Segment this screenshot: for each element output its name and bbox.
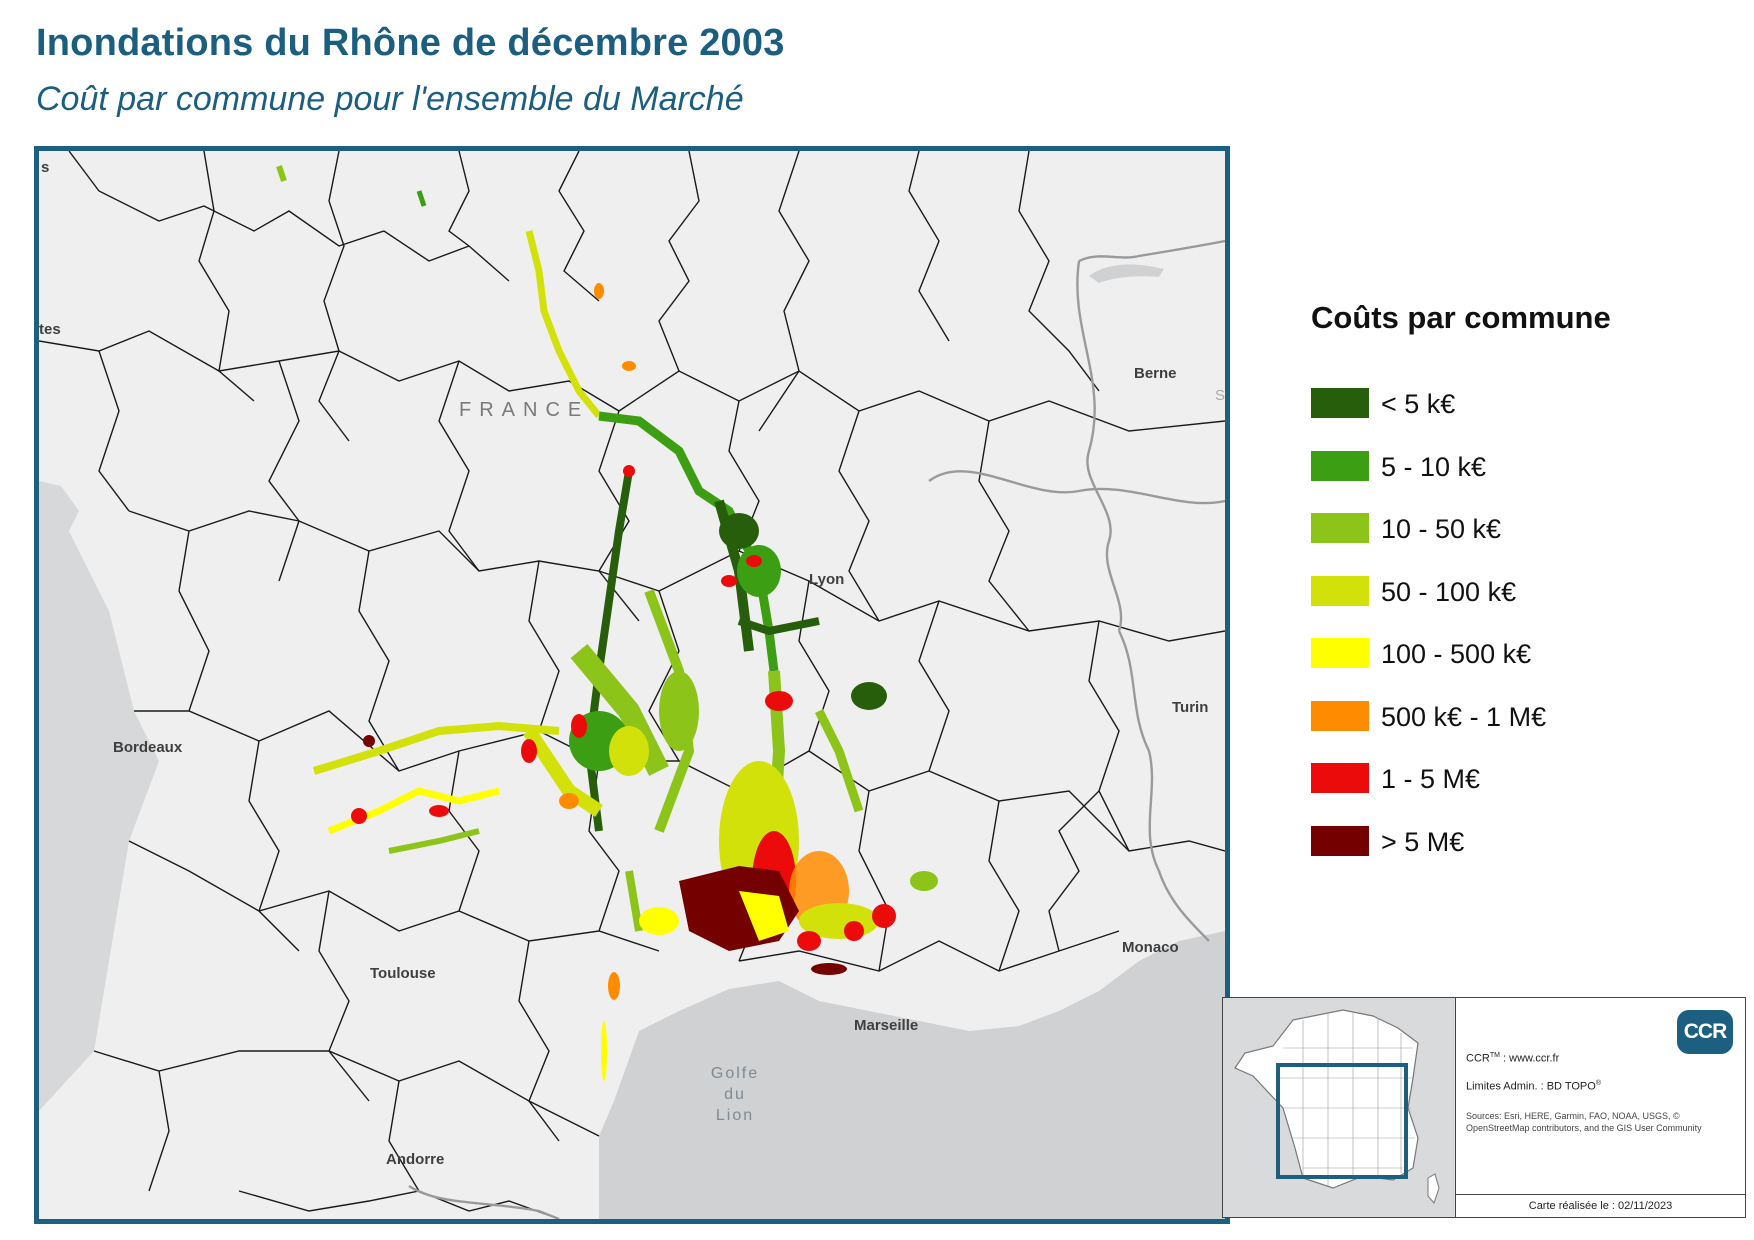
city-label-toulouse: Toulouse — [370, 965, 436, 982]
mediterranean-sea — [599, 931, 1225, 1219]
legend-swatch — [1311, 388, 1369, 418]
inset-panel: CCR CCRTM : www.ccr.fr Limites Admin. : … — [1222, 997, 1746, 1218]
legend-label: 50 - 100 k€ — [1381, 576, 1517, 607]
website-superscript: TM — [1489, 1052, 1500, 1059]
sources-text: Sources: Esri, HERE, Garmin, FAO, NOAA, … — [1466, 1111, 1702, 1133]
legend-label: 500 k€ - 1 M€ — [1381, 701, 1547, 732]
city-label-berne: Berne — [1134, 365, 1177, 382]
legend-title: Coûts par commune — [1311, 300, 1611, 335]
national-border — [408, 239, 1225, 1219]
legend-label: 1 - 5 M€ — [1381, 764, 1481, 794]
legend-swatch — [1311, 450, 1369, 481]
damage-patches — [276, 165, 938, 1081]
limits-superscript: ® — [1595, 1080, 1601, 1087]
legend-swatch — [1311, 763, 1369, 793]
legend-label: 5 - 10 k€ — [1381, 451, 1487, 482]
limits-text: Limites Admin. : BD TOPO — [1466, 1080, 1596, 1093]
legend-label: 100 - 500 k€ — [1381, 639, 1532, 669]
legend-label: > 5 M€ — [1381, 826, 1465, 857]
city-label-monaco: Monaco — [1122, 939, 1179, 956]
legend-swatch — [1311, 700, 1369, 731]
map-subtitle: Coût par commune pour l'ensemble du Marc… — [36, 80, 744, 118]
country-label: FRANCE — [459, 399, 590, 421]
city-label-edge-right: S — [1215, 387, 1226, 404]
city-label-edge-left-mid: tes — [39, 321, 61, 338]
locator-extent-box — [1276, 1063, 1408, 1179]
website-text: : www.ccr.fr — [1499, 1052, 1560, 1065]
sea-label-line-1: Golfe — [710, 1065, 760, 1082]
city-label-lyon: Lyon — [809, 571, 845, 588]
city-label-andorre: Andorre — [386, 1151, 445, 1168]
atlantic-ocean — [39, 481, 159, 1111]
credits-box: CCR CCRTM : www.ccr.fr Limites Admin. : … — [1456, 998, 1745, 1217]
locator-map-svg — [1223, 998, 1455, 1217]
locator-map — [1223, 998, 1456, 1217]
sea-label-line-3: Lion — [715, 1107, 755, 1124]
corsica-shape — [1427, 1173, 1440, 1204]
map-title: Inondations du Rhône de décembre 2003 — [36, 22, 785, 64]
sea-label-line-2: du — [724, 1086, 746, 1103]
legend-swatch — [1311, 638, 1369, 668]
locator-department-lines — [1278, 1012, 1415, 1186]
legend-swatch — [1311, 513, 1369, 543]
main-map-svg — [39, 151, 1225, 1219]
city-label-edge-left-top: s — [41, 159, 50, 176]
website-line: CCRTM : www.ccr.fr — [1466, 1052, 1559, 1065]
legend-swatch — [1311, 575, 1369, 606]
city-label-marseille: Marseille — [854, 1017, 919, 1034]
limits-line: Limites Admin. : BD TOPO® — [1466, 1080, 1601, 1093]
map-date: Carte réalisée le : 02/11/2023 — [1456, 1194, 1745, 1217]
sea-label-golfe-du-lion: Golfe du Lion — [695, 1063, 775, 1126]
city-label-bordeaux: Bordeaux — [113, 739, 183, 756]
website-prefix: CCR — [1466, 1052, 1490, 1065]
city-label-turin: Turin — [1172, 699, 1209, 716]
legend-label: 10 - 50 k€ — [1381, 514, 1502, 544]
legend-label: < 5 k€ — [1381, 389, 1456, 419]
ccr-logo: CCR — [1677, 1010, 1733, 1054]
legend-swatch — [1311, 825, 1369, 856]
map-frame[interactable]: s tes FRANCE Berne S Lyon Bordeaux Turin… — [34, 146, 1230, 1224]
lake-leman — [1089, 264, 1164, 283]
